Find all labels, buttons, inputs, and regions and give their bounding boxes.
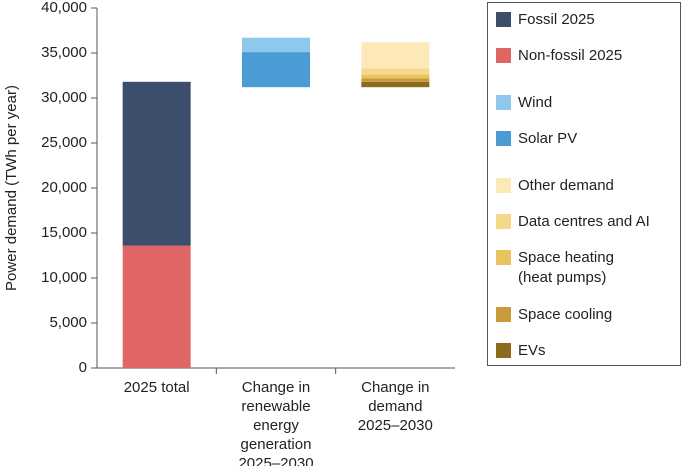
bar-segment [361,68,430,75]
legend-swatch [496,178,511,193]
y-tick-label: 30,000 [41,89,87,106]
legend-swatch [496,131,511,146]
y-axis-label: Power demand (TWh per year) [3,85,20,291]
y-tick-label: 0 [79,359,87,376]
legend-label: Space cooling [518,306,612,323]
bar-segment [242,37,310,53]
bar-segment [242,52,310,88]
bar-segment [361,81,430,88]
y-tick-label: 10,000 [41,269,87,286]
x-tick-label: 2025 total [124,379,190,396]
legend-label: EVs [518,342,546,359]
legend-box [487,2,681,366]
y-tick-label: 40,000 [41,0,87,16]
y-tick-label: 25,000 [41,134,87,151]
x-tick-label: Change in renewable energy generation 2025–2… [238,379,313,466]
legend-label: Solar PV [518,130,577,147]
legend-swatch [496,343,511,358]
bar-segment [122,81,191,246]
legend-swatch [496,250,511,265]
legend-label: Data centres and AI [518,213,650,230]
y-tick-label: 5,000 [49,314,87,331]
legend-label: Space heating (heat pumps) [518,249,614,286]
y-tick-label: 15,000 [41,224,87,241]
legend-swatch [496,307,511,322]
legend-swatch [496,214,511,229]
bar-segment [361,78,430,82]
legend-label: Non-fossil 2025 [518,47,622,64]
bar-segment [361,74,430,79]
legend-swatch [496,12,511,27]
legend-swatch [496,48,511,63]
x-tick-label: Change in demand 2025–2030 [358,379,433,434]
bar-segment [122,245,191,368]
legend-label: Wind [518,94,552,111]
legend-swatch [496,95,511,110]
y-tick-label: 35,000 [41,44,87,61]
legend-label: Fossil 2025 [518,11,595,28]
bar-segment [361,42,430,69]
legend-label: Other demand [518,177,614,194]
y-tick-label: 20,000 [41,179,87,196]
